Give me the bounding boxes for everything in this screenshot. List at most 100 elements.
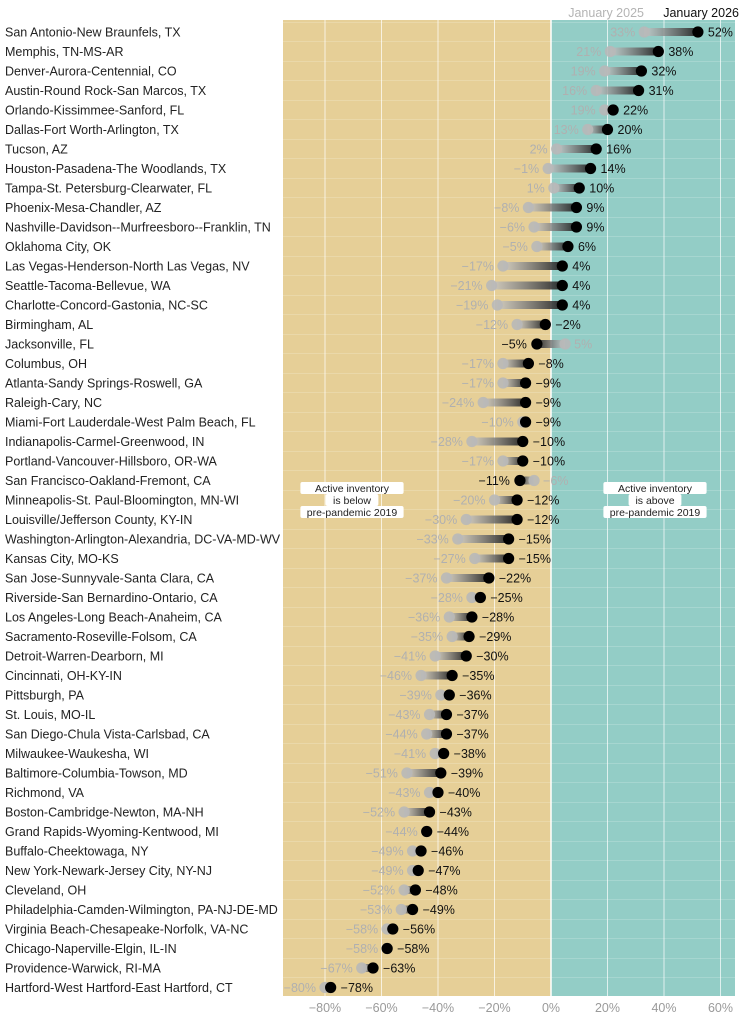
tick-label: 60% [708,1001,733,1015]
data-row: Las Vegas-Henderson-North Las Vegas, NV −… [5,259,590,273]
connector-bar [435,652,467,660]
value-label-2025: −6% [500,220,525,234]
dot-2026 [539,318,551,331]
connector-bar [502,379,526,387]
dot-2026 [463,630,475,643]
dot-2025 [423,786,436,799]
connector-bar [587,125,608,134]
dot-2025 [522,201,535,214]
note-line: Active inventory [618,483,693,495]
connector-bar [361,964,374,972]
metro-label: Dallas-Fort Worth-Arlington, TX [5,123,180,137]
dot-2026 [443,689,455,701]
dot-2025 [551,143,563,155]
tick-label: −20% [478,1001,510,1015]
value-label-2025: 16% [562,84,587,98]
metro-label: Charlotte-Concord-Gastonia, NC-SC [5,298,208,312]
connector-bar [536,340,566,348]
metro-label: San Antonio-New Braunfels, TX [5,25,181,39]
connector-bar [494,496,518,504]
connector-bar [483,398,526,407]
value-label-2025: −33% [416,532,448,546]
value-label-2025: −49% [371,844,403,858]
value-label-2026: 4% [572,279,590,293]
value-label-2025: −49% [371,864,403,878]
dot-2025 [604,45,616,58]
value-label-2025: −1% [514,162,539,176]
data-row: Raleigh-Cary, NC −24% −9% [5,396,561,410]
dot-2025 [469,552,481,565]
dot-2025 [429,747,441,760]
value-label-2025: 19% [571,64,596,78]
connector-bar [528,203,577,212]
legend-2026-label: January 2026 [663,6,739,20]
metro-label: Oklahoma City, OK [5,240,112,254]
value-label-2026: −15% [519,552,551,566]
metro-label: Kansas City, MO-KS [5,552,119,566]
data-rows: San Antonio-New Braunfels, TX 33% 52% Memph… [5,25,733,995]
value-label-2025: −20% [453,493,485,507]
value-label-2026: −38% [454,747,486,761]
metro-label: Detroit-Warren-Dearborn, MI [5,649,164,663]
value-label-2026: −5% [502,337,527,351]
dot-2026 [421,825,433,838]
value-label-2026: 4% [572,298,590,312]
value-label-2026: 9% [586,201,604,215]
metro-label: Memphis, TN-MS-AR [5,45,124,59]
value-label-2026: −30% [476,649,508,663]
dot-2025 [421,728,433,740]
value-label-2025: −30% [425,513,457,527]
value-label-2025: −12% [476,318,508,332]
value-label-2025: −80% [284,981,316,995]
value-label-2025: −24% [442,396,474,410]
connector-bar [556,145,597,153]
data-row: Portland-Vancouver-Hillsboro, OR-WA −17% −… [5,454,565,468]
connector-bar [517,320,546,329]
metro-label: New York-Newark-Jersey City, NY-NJ [5,864,212,878]
value-label-2026: −28% [482,610,514,624]
data-row: St. Louis, MO-IL −43% −37% [5,708,489,722]
value-label-2026: −9% [536,415,561,429]
value-label-2026: −25% [490,591,522,605]
metro-label: Phoenix-Mesa-Chandler, AZ [5,201,162,215]
metro-label: Hartford-West Hartford-East Hartford, CT [5,981,233,995]
dot-2025 [440,572,453,584]
metro-label: Austin-Round Rock-San Marcos, TX [5,84,207,98]
data-row: Charlotte-Concord-Gastonia, NC-SC −19% 4% [5,298,590,312]
connector-bar [497,301,563,309]
metro-label: Minneapolis-St. Paul-Bloomington, MN-WI [5,493,239,507]
metro-label: Los Angeles-Long Beach-Anaheim, CA [5,610,222,624]
connector-bar [421,671,453,680]
metro-label: Boston-Cambridge-Newton, MA-NH [5,805,204,819]
metro-label: Seattle-Tacoma-Bellevue, WA [5,279,171,293]
value-label-2026: 14% [601,162,626,176]
metro-label: Jacksonville, FL [5,337,94,351]
dot-2026 [440,708,453,721]
value-label-2025: −5% [503,240,528,254]
value-label-2026: −9% [536,396,561,410]
data-row: Nashville-Davidson--Murfreesboro--Frankl… [5,220,605,234]
dot-2025 [497,455,509,467]
dot-2025 [497,260,509,272]
value-label-2025: −17% [462,357,494,371]
dot-2025 [398,806,410,818]
metro-label: Nashville-Davidson--Murfreesboro--Frankl… [5,220,271,234]
note-bg [603,482,707,494]
value-label-2026: 16% [606,142,631,156]
note-bg [300,506,404,518]
connector-bar [644,28,698,36]
metro-label: Las Vegas-Henderson-North Las Vegas, NV [5,259,250,273]
dot-2026 [517,455,529,467]
metro-label: Louisville/Jefferson County, KY-IN [5,513,192,527]
value-label-2025: 13% [554,123,579,137]
note-bg [325,494,379,506]
value-label-2026: −37% [456,727,488,741]
data-row: Buffalo-Cheektowaga, NY −49% −46% [5,844,463,858]
data-row: San Jose-Sunnyvale-Santa Clara, CA −37% −2… [5,571,531,585]
value-label-2025: −28% [431,435,463,449]
data-row: Cleveland, OH −52% −48% [5,883,458,897]
connector-bar [596,86,639,95]
value-label-2026: −35% [462,669,494,683]
